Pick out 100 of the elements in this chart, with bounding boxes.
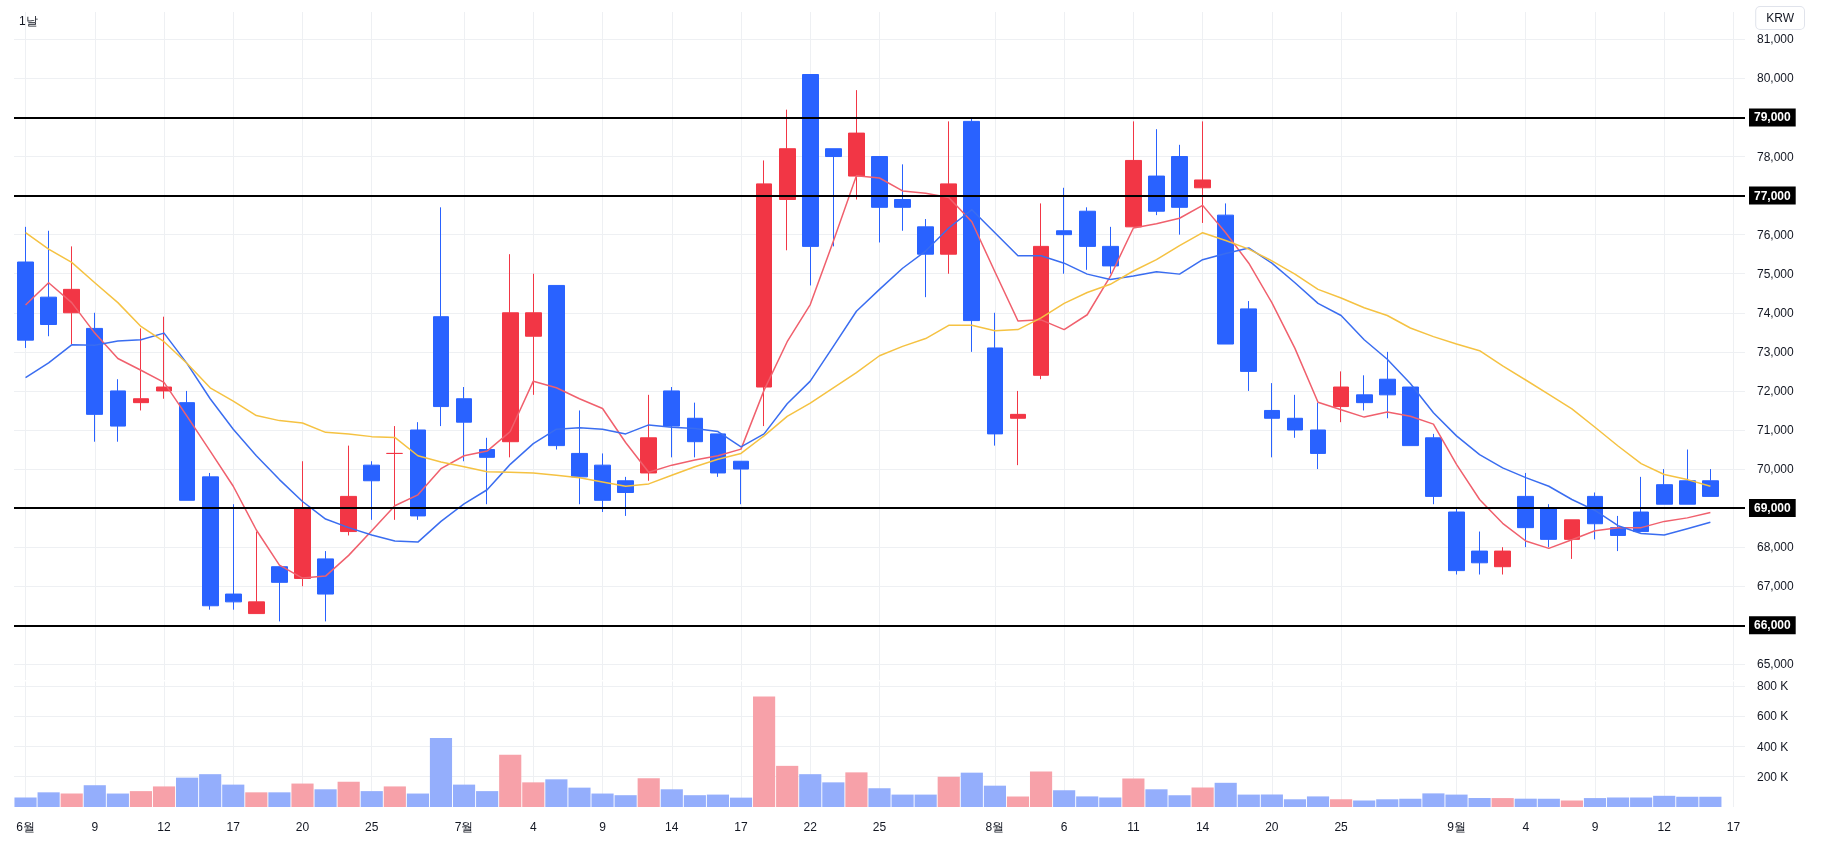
candlestick	[317, 550, 334, 622]
candlestick	[1564, 519, 1580, 560]
candlestick	[40, 230, 57, 337]
candlestick	[1033, 202, 1049, 380]
candlestick	[917, 218, 934, 298]
candlestick	[340, 445, 357, 536]
candlestick	[410, 421, 426, 521]
candlestick	[1610, 515, 1626, 552]
bar	[637, 778, 660, 807]
ref-line-label: 77,000	[1754, 188, 1792, 203]
candlestick	[987, 312, 1003, 447]
y-tick-label: 68,000	[1757, 540, 1795, 555]
candlestick	[756, 159, 772, 427]
candlestick	[871, 156, 888, 243]
x-tick-label: 11	[1127, 820, 1140, 834]
x-tick-label: 9	[91, 820, 99, 834]
candlestick	[1517, 472, 1534, 548]
candlestick	[202, 472, 219, 611]
y-tick-label: 70,000	[1757, 462, 1795, 477]
x-tick-label: 4	[529, 820, 537, 834]
x-tick-label: 20	[295, 820, 310, 834]
candlestick	[386, 425, 403, 521]
line-series	[24, 231, 1712, 487]
bar	[60, 793, 83, 807]
candlestick	[687, 402, 703, 458]
candlestick	[156, 316, 172, 400]
bar	[1122, 778, 1145, 807]
candlestick	[1402, 386, 1419, 447]
candlestick	[1379, 351, 1396, 419]
candlestick	[1633, 476, 1649, 533]
ref-line-label: 69,000	[1754, 501, 1792, 516]
candlestick	[1148, 128, 1165, 216]
bar	[360, 791, 383, 807]
candlestick	[571, 409, 588, 505]
candlestick	[548, 284, 565, 451]
x-tick-label: 25	[1334, 820, 1349, 834]
y-tick-label: 800 K	[1757, 679, 1789, 693]
candlestick	[1310, 402, 1326, 470]
bar	[1191, 787, 1214, 807]
y-tick-label: 200 K	[1757, 769, 1789, 784]
bar	[337, 781, 360, 807]
bar	[1330, 799, 1353, 807]
candlestick	[17, 226, 34, 349]
candlestick	[1217, 202, 1234, 345]
line-series	[24, 174, 1712, 579]
x-tick-label: 17	[226, 820, 241, 834]
candlestick	[294, 460, 311, 587]
bar	[268, 792, 291, 807]
candlestick	[1656, 468, 1673, 505]
candlestick	[894, 163, 911, 232]
candlestick	[848, 89, 865, 201]
x-tick-label: 17	[1726, 820, 1741, 834]
candlestick	[1494, 546, 1511, 576]
candlestick	[1056, 187, 1072, 275]
y-tick-label: 600 K	[1757, 709, 1789, 724]
x-tick-label: 20	[1265, 820, 1279, 834]
candlestick	[248, 531, 265, 615]
candlestick	[525, 273, 542, 396]
candlestick	[640, 394, 657, 482]
candlestick	[225, 503, 242, 611]
candlestick	[594, 452, 611, 513]
candlestick	[479, 437, 495, 505]
candlestick	[502, 253, 519, 458]
candlestick	[1079, 206, 1096, 271]
candlestick	[1333, 370, 1349, 423]
x-tick-label: 17	[734, 820, 749, 834]
candlestick	[1010, 390, 1026, 466]
y-tick-label: 72,000	[1757, 383, 1795, 398]
bar	[1560, 800, 1583, 807]
x-tick-label: 25	[872, 820, 887, 834]
y-tick-label: 71,000	[1757, 422, 1795, 437]
candlestick	[963, 116, 980, 353]
x-tick-label: 8월	[985, 820, 1005, 834]
x-tick-label: 25	[365, 820, 379, 834]
candlestick	[1540, 503, 1557, 548]
candlestick	[1194, 120, 1211, 224]
x-tick-label: 9월	[1447, 820, 1466, 834]
candlestick	[133, 327, 149, 411]
ref-line-label: 79,000	[1754, 110, 1792, 125]
y-tick-label: 76,000	[1757, 227, 1795, 242]
candlestick	[1356, 374, 1373, 411]
bar	[245, 792, 268, 807]
line-series	[24, 208, 1712, 543]
x-tick-label: 9	[1591, 820, 1599, 834]
candlestick	[1264, 382, 1280, 458]
x-tick-label: 12	[157, 820, 172, 834]
y-tick-label: 400 K	[1757, 739, 1789, 754]
x-tick-label: 4	[1522, 820, 1530, 834]
candlestick	[940, 120, 957, 275]
candlestick	[179, 390, 195, 501]
y-tick-label: 78,000	[1757, 149, 1795, 164]
x-tick-label: 22	[803, 820, 818, 834]
x-tick-label: 14	[665, 820, 679, 834]
chart-title: 1날	[19, 14, 38, 28]
x-tick-label: 9	[599, 820, 607, 834]
candlestick	[710, 433, 726, 478]
candlestick	[1171, 144, 1188, 236]
text: KRW	[1766, 11, 1795, 25]
candlestick	[1679, 449, 1696, 505]
candlestick	[733, 460, 749, 505]
